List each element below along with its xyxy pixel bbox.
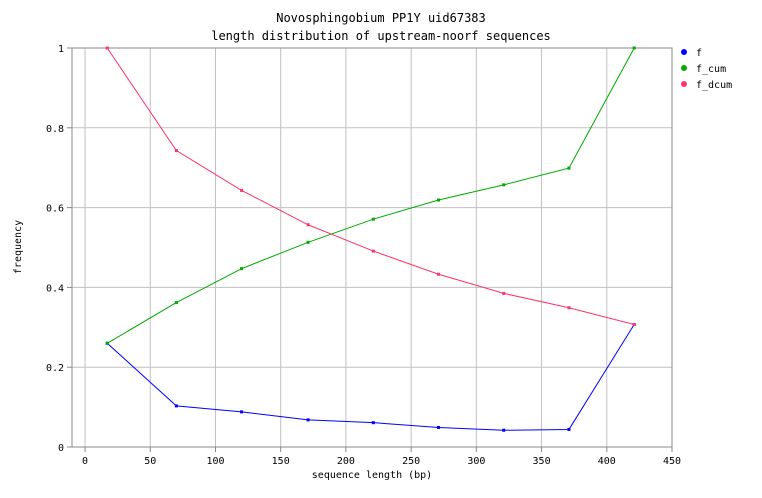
y-tick-label: 1: [58, 44, 64, 55]
data-point-f-cum: [371, 217, 375, 221]
series-group: [105, 46, 636, 432]
data-point-f-dcum: [632, 323, 636, 327]
data-point-f: [567, 427, 571, 431]
data-point-f-dcum: [502, 291, 506, 295]
y-axis-label: frequency: [13, 220, 24, 274]
y-tick-label: 0.2: [46, 363, 64, 374]
x-tick-label: 400: [598, 456, 616, 467]
data-point-f: [371, 421, 375, 425]
legend: f f_cum f_dcum: [681, 48, 732, 91]
y-tick-label: 0.6: [46, 204, 64, 215]
data-point-f-cum: [105, 341, 109, 345]
y-axis-ticks: 0 0.2 0.4 0.6 0.8 1: [46, 44, 72, 454]
data-point-f-cum: [502, 183, 506, 187]
data-point-f: [306, 418, 310, 422]
x-tick-label: 100: [206, 456, 224, 467]
data-point-f: [502, 428, 506, 432]
data-point-f-cum: [174, 301, 178, 305]
data-point-f: [437, 425, 441, 429]
x-tick-label: 150: [272, 456, 290, 467]
x-axis-ticks: 0 50 100 150 200 250 300 350 400 450: [82, 447, 681, 467]
legend-marker-f-cum: [681, 65, 687, 71]
chart-subtitle: length distribution of upstream-noorf se…: [211, 29, 551, 43]
data-point-f-dcum: [567, 306, 571, 310]
data-point-f-cum: [306, 240, 310, 244]
data-point-f-cum: [240, 267, 244, 271]
legend-label-f-dcum: f_dcum: [696, 80, 732, 91]
x-tick-label: 50: [144, 456, 156, 467]
legend-marker-f: [681, 49, 687, 55]
x-tick-label: 0: [82, 456, 88, 467]
chart-title: Novosphingobium PP1Y uid67383: [276, 11, 486, 25]
x-tick-label: 250: [402, 456, 420, 467]
data-point-f-cum: [567, 166, 571, 170]
x-axis-label: sequence length (bp): [312, 470, 432, 481]
x-tick-label: 300: [467, 456, 485, 467]
x-tick-label: 350: [533, 456, 551, 467]
legend-label-f-cum: f_cum: [696, 64, 726, 75]
data-point-f: [240, 410, 244, 414]
data-point-f-cum: [437, 198, 441, 202]
legend-label-f: f: [696, 48, 702, 59]
x-tick-label: 450: [663, 456, 681, 467]
data-point-f-dcum: [240, 188, 244, 192]
data-point-f-dcum: [437, 272, 441, 276]
data-point-f-dcum: [105, 46, 109, 50]
data-point-f: [174, 404, 178, 408]
y-tick-label: 0: [58, 443, 64, 454]
data-point-f-dcum: [174, 149, 178, 153]
legend-marker-f-dcum: [681, 81, 687, 87]
y-tick-label: 0.8: [46, 124, 64, 135]
plot-frame: [71, 47, 673, 448]
data-point-f-cum: [632, 46, 636, 50]
data-point-f-dcum: [371, 249, 375, 253]
data-point-f-dcum: [306, 223, 310, 227]
x-tick-label: 200: [337, 456, 355, 467]
y-tick-label: 0.4: [46, 283, 64, 294]
